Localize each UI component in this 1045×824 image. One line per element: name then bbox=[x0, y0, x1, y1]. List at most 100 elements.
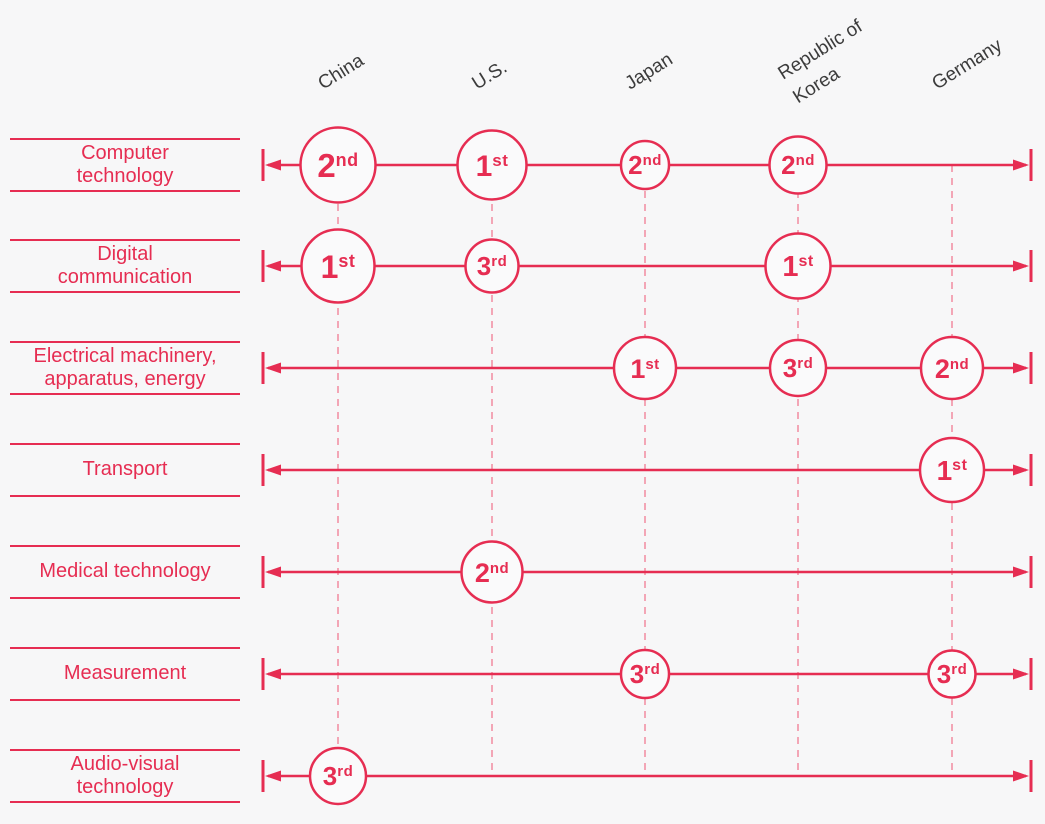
rank-suffix: nd bbox=[490, 560, 509, 577]
rank-label: 3rd bbox=[323, 761, 353, 791]
row-axis-lines bbox=[261, 149, 1033, 792]
rank-suffix: st bbox=[798, 253, 813, 270]
left-arrowhead-icon bbox=[265, 362, 281, 374]
rank-marker-4: 1st bbox=[300, 228, 376, 304]
rank-circle bbox=[460, 540, 524, 604]
row-label-0: Computer technology bbox=[10, 138, 240, 192]
rank-number: 2 bbox=[628, 150, 642, 180]
rank-circle bbox=[919, 335, 985, 401]
right-arrowhead-icon bbox=[1013, 770, 1029, 782]
rank-marker-12: 3rd bbox=[619, 648, 671, 700]
row-label-2: Electrical machinery, apparatus, energy bbox=[10, 341, 240, 395]
rank-label: 1st bbox=[937, 455, 968, 486]
rank-suffix: nd bbox=[336, 150, 359, 170]
row-label-5: Measurement bbox=[10, 647, 240, 701]
left-arrowhead-icon bbox=[265, 770, 281, 782]
left-arrowhead-icon bbox=[265, 260, 281, 272]
left-arrowhead-icon bbox=[265, 668, 281, 680]
rank-suffix: rd bbox=[951, 661, 967, 678]
rank-label: 3rd bbox=[477, 251, 507, 281]
rank-suffix: nd bbox=[950, 356, 969, 373]
rank-marker-8: 3rd bbox=[768, 338, 828, 398]
column-headers: China U.S. Japan Republic ofKorea Germany bbox=[315, 16, 1007, 108]
right-arrowhead-icon bbox=[1013, 566, 1029, 578]
rank-label: 3rd bbox=[937, 659, 967, 689]
rank-number: 2 bbox=[317, 147, 335, 184]
rank-marker-11: 2nd bbox=[460, 540, 524, 604]
rank-label: 2nd bbox=[475, 558, 509, 588]
rank-number: 3 bbox=[783, 353, 797, 383]
row-axis-3 bbox=[261, 454, 1033, 486]
rank-circle bbox=[612, 335, 678, 401]
rank-suffix: nd bbox=[796, 152, 815, 169]
rank-suffix: st bbox=[645, 356, 659, 373]
rank-circle bbox=[764, 232, 832, 300]
rank-marker-1: 1st bbox=[456, 129, 528, 201]
rank-marker-0: 2nd bbox=[299, 126, 377, 204]
left-arrowhead-icon bbox=[265, 159, 281, 171]
rank-suffix: rd bbox=[644, 661, 660, 678]
right-arrowhead-icon bbox=[1013, 464, 1029, 476]
rank-suffix: rd bbox=[797, 355, 813, 372]
row-axis-4 bbox=[261, 556, 1033, 588]
column-label-0: China bbox=[315, 50, 369, 94]
rank-circle bbox=[464, 238, 520, 294]
left-arrowhead-icon bbox=[265, 566, 281, 578]
rank-label: 1st bbox=[630, 354, 659, 384]
row-label-6: Audio-visual technology bbox=[10, 749, 240, 803]
rank-label: 1st bbox=[476, 150, 509, 183]
rank-marker-13: 3rd bbox=[927, 649, 977, 699]
rank-label: 1st bbox=[321, 249, 356, 285]
rank-number: 3 bbox=[477, 251, 491, 281]
rank-label: 3rd bbox=[783, 353, 813, 383]
rank-number: 1 bbox=[630, 354, 645, 384]
rank-circle bbox=[768, 135, 828, 195]
column-label-1: U.S. bbox=[469, 57, 511, 94]
row-axis-1 bbox=[261, 250, 1033, 282]
rank-number: 3 bbox=[323, 761, 337, 791]
rank-label: 2nd bbox=[935, 354, 969, 384]
rank-circle bbox=[619, 139, 671, 191]
rank-marker-3: 2nd bbox=[768, 135, 828, 195]
rank-circle bbox=[299, 126, 377, 204]
rank-suffix: rd bbox=[491, 253, 507, 270]
rank-number: 3 bbox=[937, 659, 951, 689]
rank-label: 3rd bbox=[630, 659, 660, 689]
rank-suffix: st bbox=[952, 457, 967, 474]
rank-number: 1 bbox=[937, 455, 953, 486]
rank-marker-9: 2nd bbox=[919, 335, 985, 401]
rank-label: 1st bbox=[782, 251, 814, 283]
rank-suffix: rd bbox=[337, 763, 353, 780]
column-label-2: Japan bbox=[622, 49, 677, 94]
rank-number: 2 bbox=[475, 558, 490, 588]
rank-label: 2nd bbox=[317, 147, 358, 184]
row-label-1: Digital communication bbox=[10, 239, 240, 293]
rank-marker-14: 3rd bbox=[308, 746, 368, 806]
rank-circle bbox=[300, 228, 376, 304]
rank-marker-2: 2nd bbox=[619, 139, 671, 191]
rank-number: 2 bbox=[935, 354, 950, 384]
rank-circle bbox=[456, 129, 528, 201]
rank-label: 2nd bbox=[781, 150, 815, 180]
column-label-3: Republic ofKorea bbox=[775, 16, 882, 108]
rank-marker-6: 1st bbox=[764, 232, 832, 300]
rank-circle bbox=[768, 338, 828, 398]
rank-circle bbox=[308, 746, 368, 806]
right-arrowhead-icon bbox=[1013, 668, 1029, 680]
rank-label: 2nd bbox=[628, 150, 662, 180]
rank-circle bbox=[927, 649, 977, 699]
right-arrowhead-icon bbox=[1013, 362, 1029, 374]
column-label-4: Germany bbox=[929, 35, 1007, 94]
rank-number: 1 bbox=[782, 251, 798, 283]
row-label-4: Medical technology bbox=[10, 545, 240, 599]
rank-suffix: st bbox=[338, 251, 355, 271]
row-label-3: Transport bbox=[10, 443, 240, 497]
rank-number: 1 bbox=[476, 150, 493, 183]
rank-circle bbox=[619, 648, 671, 700]
rank-marker-7: 1st bbox=[612, 335, 678, 401]
rank-marker-5: 3rd bbox=[464, 238, 520, 294]
rank-number: 3 bbox=[630, 659, 644, 689]
